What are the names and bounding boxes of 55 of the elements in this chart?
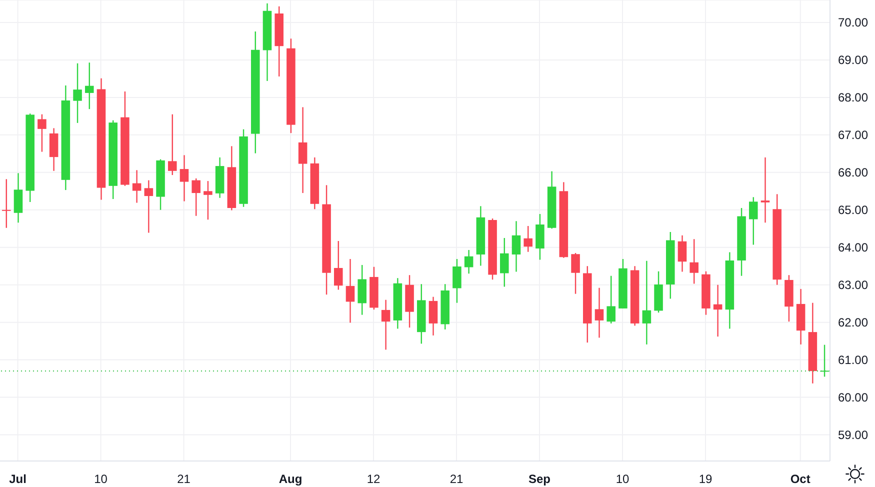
candlestick xyxy=(358,264,366,316)
x-tick-label: 19 xyxy=(698,472,712,486)
candlestick xyxy=(334,240,343,290)
x-tick-label: 10 xyxy=(616,472,630,486)
candlestick xyxy=(144,180,154,234)
y-tick-label: 69.00 xyxy=(838,53,868,68)
y-tick-label: 65.00 xyxy=(838,203,868,218)
candlestick xyxy=(298,106,308,194)
candlestick xyxy=(512,220,521,272)
x-tick-label: 10 xyxy=(94,472,108,486)
candlestick xyxy=(760,156,770,224)
y-tick-label: 67.00 xyxy=(838,128,868,142)
candlestick xyxy=(452,258,462,304)
candlestick xyxy=(536,213,544,260)
y-tick-label: 63.00 xyxy=(838,278,868,292)
y-tick-label: 68.00 xyxy=(838,90,868,105)
y-tick-label: 64.00 xyxy=(838,240,868,255)
candlestick xyxy=(14,172,23,224)
candlestick xyxy=(168,114,177,176)
x-tick-label: Jul xyxy=(9,472,26,486)
candlestick xyxy=(678,234,687,272)
x-tick-label: Oct xyxy=(790,472,810,486)
candlestick xyxy=(690,238,698,284)
candlestick xyxy=(73,62,82,124)
candlestick xyxy=(38,114,46,152)
candlestick xyxy=(2,178,11,228)
candlestick xyxy=(346,258,355,324)
candlestick xyxy=(132,170,142,204)
x-tick-label: 21 xyxy=(177,472,191,486)
candlestick xyxy=(49,128,58,172)
candlestick xyxy=(85,62,94,110)
candlestick xyxy=(428,296,438,336)
candlestick xyxy=(594,287,604,338)
candlestick xyxy=(381,299,390,350)
x-tick-label: Aug xyxy=(278,472,302,486)
y-tick-label: 66.00 xyxy=(838,166,868,180)
candlestick xyxy=(642,260,652,346)
candlestick xyxy=(524,225,532,252)
candlestick xyxy=(606,275,616,324)
candlestick xyxy=(192,178,200,216)
x-tick-label: Sep xyxy=(528,472,551,486)
candlestick xyxy=(180,154,189,202)
candlestick xyxy=(204,180,212,220)
y-tick-label: 62.00 xyxy=(838,316,868,330)
candlestick xyxy=(749,196,758,246)
candlestick xyxy=(713,284,722,338)
candlestick xyxy=(464,249,474,274)
candlestick xyxy=(500,237,509,288)
y-tick-label: 61.00 xyxy=(838,353,868,368)
y-tick-label: 59.00 xyxy=(838,428,868,442)
x-tick-label: 21 xyxy=(450,472,464,486)
x-tick-label: 12 xyxy=(366,472,380,486)
candlestick xyxy=(571,252,580,294)
y-tick-label: 60.00 xyxy=(838,390,868,405)
y-tick-label: 70.00 xyxy=(838,16,868,30)
